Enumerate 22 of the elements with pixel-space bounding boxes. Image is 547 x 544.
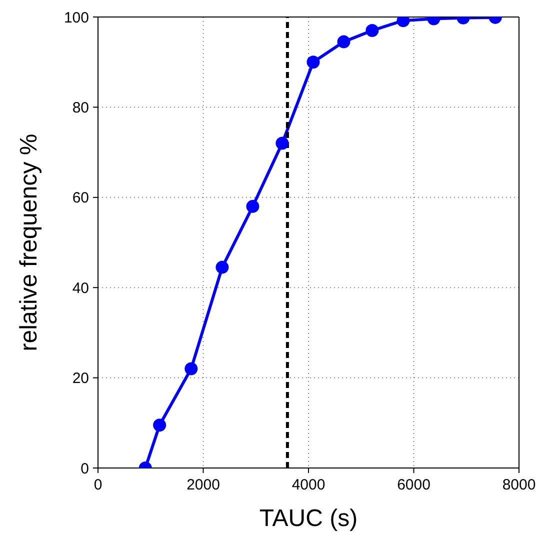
- point: [246, 200, 260, 213]
- y-tick-label: 80: [72, 100, 89, 117]
- point: [216, 260, 229, 274]
- y-tick-label: 0: [80, 460, 89, 478]
- point: [184, 362, 198, 376]
- y-tick-label: 40: [72, 280, 89, 297]
- x-tick-label: 6000: [397, 476, 430, 494]
- x-tick-label: 2000: [186, 476, 220, 494]
- x-axis-title: TAUC (s): [259, 505, 358, 532]
- x-tick-label: 8000: [502, 476, 536, 494]
- point: [153, 418, 166, 432]
- y-tick-label: 100: [64, 9, 89, 26]
- point: [276, 136, 289, 150]
- point: [366, 24, 379, 38]
- point: [337, 35, 350, 48]
- point: [396, 17, 410, 28]
- x-tick-label: 4000: [292, 476, 326, 494]
- x-tick-label: 0: [94, 476, 102, 494]
- y-axis-title: relative frequency %: [16, 134, 43, 352]
- y-tick-label: 60: [72, 190, 89, 207]
- y-tick-label: 20: [72, 370, 89, 388]
- point: [306, 56, 320, 69]
